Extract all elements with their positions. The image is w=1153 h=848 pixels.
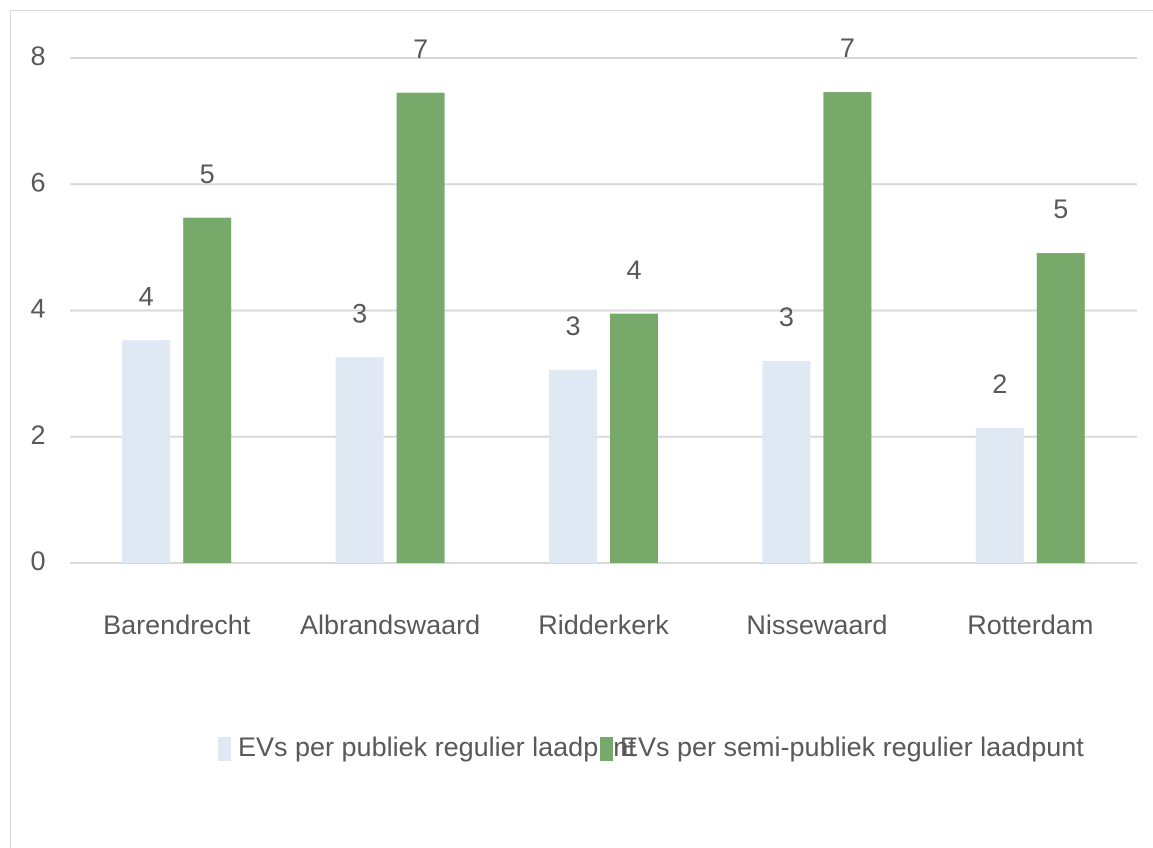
data-label: 3	[779, 302, 794, 332]
bar	[610, 313, 658, 563]
x-tick-label: Rotterdam	[967, 610, 1093, 640]
legend-label: EVs per publiek regulier laadpunt	[238, 732, 636, 762]
data-label: 2	[992, 369, 1007, 399]
bar	[823, 92, 872, 564]
x-tick-label: Ridderkerk	[538, 610, 669, 640]
x-tick-label: Nissewaard	[746, 610, 887, 640]
data-label: 5	[200, 159, 215, 189]
data-label: 7	[413, 34, 428, 64]
x-tick-label: Barendrecht	[103, 610, 251, 640]
bar	[122, 340, 171, 563]
y-tick-label: 6	[30, 167, 45, 197]
data-label: 4	[139, 281, 154, 311]
bar	[396, 92, 445, 563]
y-tick-label: 2	[30, 420, 45, 450]
bar	[762, 361, 811, 563]
data-label: 3	[565, 311, 580, 341]
legend-swatch	[600, 737, 613, 761]
y-tick-label: 8	[30, 41, 45, 71]
bar	[975, 427, 1024, 563]
legend-label: EVs per semi-publiek regulier laadpunt	[620, 732, 1084, 762]
data-label: 5	[1053, 194, 1068, 224]
y-tick-label: 0	[30, 546, 45, 576]
data-label: 3	[352, 298, 367, 328]
bar	[335, 357, 384, 563]
bar	[1036, 253, 1085, 563]
chart-frame	[10, 10, 1153, 848]
data-label: 7	[840, 33, 855, 63]
legend-swatch	[218, 737, 231, 761]
x-tick-label: Albrandswaard	[300, 610, 480, 640]
bar	[549, 369, 597, 563]
bar	[183, 217, 232, 564]
data-label: 4	[626, 255, 641, 285]
y-tick-label: 4	[30, 294, 45, 324]
